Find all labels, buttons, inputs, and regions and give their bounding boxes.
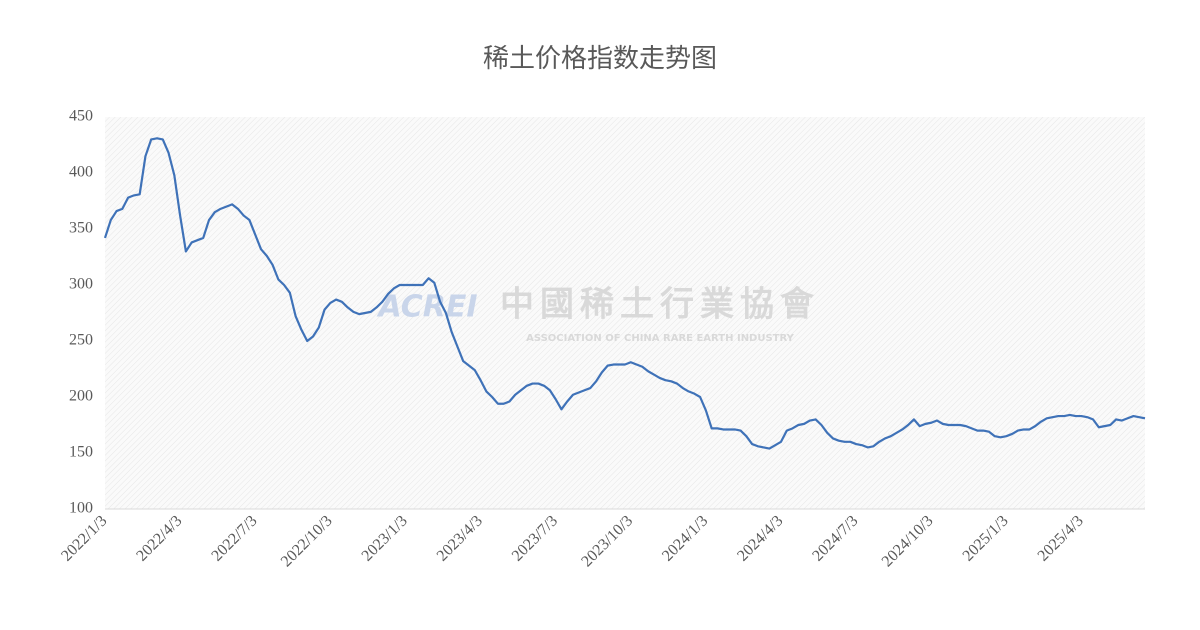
x-tick-label: 2023/1/3 xyxy=(359,512,411,564)
watermark-logo: ACREI xyxy=(376,290,477,325)
watermark-name: 中國稀土行業協會 xyxy=(500,285,820,325)
y-tick-label: 200 xyxy=(69,388,93,405)
plot-area xyxy=(105,117,1145,509)
x-tick-label: 2023/7/3 xyxy=(509,512,561,564)
y-tick-label: 100 xyxy=(69,500,93,517)
x-tick-label: 2023/10/3 xyxy=(578,512,636,570)
x-tick-label: 2022/4/3 xyxy=(133,512,185,564)
chart-title: 稀土价格指数走势图 xyxy=(483,44,717,74)
x-tick-label: 2022/7/3 xyxy=(208,512,260,564)
price-line xyxy=(103,137,1146,450)
x-tick-label: 2023/4/3 xyxy=(434,512,486,564)
x-tick-label: 2022/1/3 xyxy=(58,512,110,564)
x-tick-label: 2024/7/3 xyxy=(809,512,861,564)
y-tick-label: 250 xyxy=(69,332,93,349)
x-tick-label: 2024/10/3 xyxy=(879,512,937,570)
y-tick-label: 150 xyxy=(69,444,93,461)
y-tick-label: 300 xyxy=(69,276,93,293)
x-tick-label: 2025/4/3 xyxy=(1035,512,1087,564)
x-tick-label: 2022/10/3 xyxy=(278,512,336,570)
x-tick-label: 2024/1/3 xyxy=(659,512,711,564)
x-tick-label: 2025/1/3 xyxy=(960,512,1012,564)
y-tick-label: 450 xyxy=(69,108,93,125)
y-tick-label: 400 xyxy=(69,164,93,181)
x-tick-label: 2024/4/3 xyxy=(734,512,786,564)
watermark-subtitle: ASSOCIATION OF CHINA RARE EARTH INDUSTRY xyxy=(526,333,795,344)
y-tick-label: 350 xyxy=(69,220,93,237)
